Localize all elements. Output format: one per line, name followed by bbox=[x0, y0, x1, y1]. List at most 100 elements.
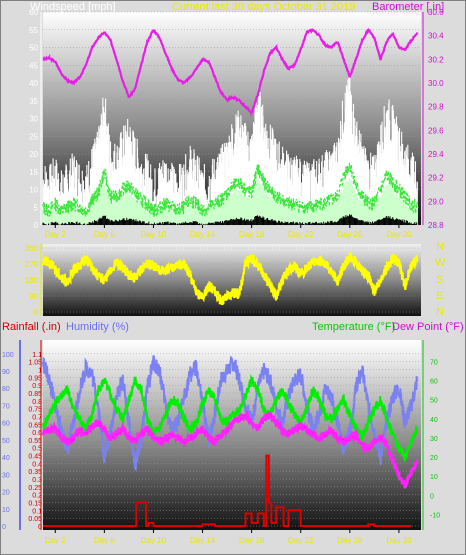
wind-tick-label: 0 bbox=[34, 221, 39, 230]
humidity-tick-label: 30 bbox=[2, 472, 10, 479]
humidity-tick-label: 70 bbox=[2, 403, 10, 410]
rain-tick-label: 0.1 bbox=[32, 508, 42, 515]
humidity-tick-label: 0 bbox=[2, 524, 6, 531]
barometer-tick-label: 29.6 bbox=[428, 126, 444, 135]
wind-avg-line bbox=[42, 162, 418, 218]
dewpoint-label: Dew Point (°F) bbox=[392, 321, 464, 333]
temperature-tick-label: 0 bbox=[430, 493, 434, 500]
temperature-tick-label: 60 bbox=[430, 378, 438, 385]
rain-tick-label: 0.05 bbox=[28, 516, 42, 523]
temperature-label: Temperature (°F) bbox=[312, 321, 395, 333]
wind-tick-label: 20 bbox=[29, 150, 38, 159]
humidity-tick-label: 90 bbox=[2, 369, 10, 376]
wind-tick-label: 10 bbox=[29, 186, 38, 195]
bottom-x-tick-label: Day 6 bbox=[94, 536, 115, 545]
rain-tick-label: 1.05 bbox=[28, 360, 42, 367]
dir-tick-label: 270 bbox=[25, 260, 39, 269]
wind-tick-label: 5 bbox=[34, 203, 39, 212]
dir-tick-label: 0 bbox=[34, 308, 39, 317]
humidity-line bbox=[42, 355, 419, 471]
bottom-x-tick-label: Day 30 bbox=[386, 536, 412, 545]
temperature-tick-label: 10 bbox=[430, 474, 438, 481]
temperature-tick-label: 50 bbox=[430, 398, 438, 405]
top-x-tick-label: Day 6 bbox=[94, 230, 115, 239]
bottom-x-tick-label: Day 14 bbox=[190, 536, 216, 545]
axes: 05101520253035404550556028.829.029.229.4… bbox=[2, 8, 444, 545]
top-x-tick-label: Day 30 bbox=[386, 230, 412, 239]
wind-tick-label: 15 bbox=[29, 168, 38, 177]
rain-tick-label: 0.95 bbox=[28, 375, 42, 382]
wind-tick-label: 25 bbox=[29, 132, 38, 141]
rain-tick-label: 0.35 bbox=[28, 469, 42, 476]
humidity-tick-label: 80 bbox=[2, 386, 10, 393]
wind-tick-label: 45 bbox=[29, 61, 38, 70]
top-left-label: Windspeed [mph] bbox=[30, 1, 116, 13]
wind-tick-label: 30 bbox=[29, 115, 38, 124]
rain-tick-label: 0.75 bbox=[28, 407, 42, 414]
top-x-tick-label: Day 22 bbox=[288, 230, 314, 239]
rain-tick-label: 0.7 bbox=[32, 414, 42, 421]
temperature-tick-label: 30 bbox=[430, 436, 438, 443]
wind-tick-label: 40 bbox=[29, 79, 38, 88]
top-right-label: Barometer [.in] bbox=[372, 1, 444, 13]
bottom-x-tick-label: Day 2 bbox=[45, 536, 66, 545]
rain-tick-label: 0.6 bbox=[32, 430, 42, 437]
dir-label-s: S bbox=[436, 274, 443, 286]
dir-tick-label: 180 bbox=[25, 276, 39, 285]
humidity-tick-label: 60 bbox=[2, 421, 10, 428]
rain-tick-label: 0.9 bbox=[32, 383, 42, 390]
top-series bbox=[42, 28, 419, 225]
barometer-line bbox=[42, 28, 419, 117]
rain-tick-label: 0.3 bbox=[32, 477, 42, 484]
top-center-title: Current last 30 days October 31 2019 bbox=[172, 1, 355, 13]
barometer-tick-label: 30.4 bbox=[428, 32, 444, 41]
bottom-x-tick-label: Day 26 bbox=[337, 536, 363, 545]
barometer-tick-label: 30.0 bbox=[428, 79, 444, 88]
dir-tick-label: 360 bbox=[25, 244, 39, 253]
temperature-tick-label: 40 bbox=[430, 417, 438, 424]
barometer-tick-label: 29.4 bbox=[428, 150, 444, 159]
barometer-tick-label: 30.2 bbox=[428, 55, 444, 64]
wind-tick-label: 55 bbox=[29, 26, 38, 35]
temperature-tick-label: 20 bbox=[430, 455, 438, 462]
dir-label-n-top: N bbox=[436, 241, 444, 253]
bottom-x-tick-label: Day 10 bbox=[141, 536, 167, 545]
humidity-tick-label: 40 bbox=[2, 455, 10, 462]
dir-series bbox=[42, 251, 419, 306]
rain-tick-label: 0.65 bbox=[28, 422, 42, 429]
temperature-tick-label: 70 bbox=[430, 359, 438, 366]
wind-direction-line bbox=[42, 251, 419, 306]
top-x-tick-label: Day 26 bbox=[337, 230, 363, 239]
rainfall-label: Rainfall (.in) bbox=[2, 321, 61, 333]
bottom-x-tick-label: Day 22 bbox=[288, 536, 314, 545]
rain-tick-label: 0.4 bbox=[32, 461, 42, 468]
rain-tick-label: 1.1 bbox=[32, 352, 42, 359]
humidity-tick-label: 20 bbox=[2, 490, 10, 497]
dir-label-e: E bbox=[436, 290, 443, 302]
bottom-x-tick-label: Day 18 bbox=[239, 536, 265, 545]
dir-label-w: W bbox=[435, 257, 446, 269]
top-x-tick-label: Day 18 bbox=[239, 230, 265, 239]
rain-tick-label: 0 bbox=[38, 524, 42, 531]
humidity-tick-label: 10 bbox=[2, 507, 10, 514]
barometer-tick-label: 29.0 bbox=[428, 197, 444, 206]
wind-tick-label: 60 bbox=[29, 8, 38, 17]
humidity-tick-label: 100 bbox=[2, 352, 14, 359]
wind-tick-label: 50 bbox=[29, 44, 38, 53]
rain-tick-label: 0.85 bbox=[28, 391, 42, 398]
rain-tick-label: 0.15 bbox=[28, 501, 42, 508]
dewpoint-line bbox=[41, 409, 419, 489]
humidity-tick-label: 50 bbox=[2, 438, 10, 445]
humidity-label: Humidity (%) bbox=[66, 321, 129, 333]
rain-tick-label: 0.8 bbox=[32, 399, 42, 406]
dir-tick-label: 90 bbox=[29, 292, 38, 301]
rain-tick-label: 0.25 bbox=[28, 485, 42, 492]
rainfall-line bbox=[43, 454, 412, 527]
temperature-line bbox=[42, 374, 418, 463]
top-x-tick-label: Day 14 bbox=[190, 230, 216, 239]
wind-tick-label: 35 bbox=[29, 97, 38, 106]
rain-tick-label: 0.55 bbox=[28, 438, 42, 445]
top-x-tick-label: Day 10 bbox=[141, 230, 167, 239]
dir-label-n-bottom: N bbox=[436, 306, 444, 318]
